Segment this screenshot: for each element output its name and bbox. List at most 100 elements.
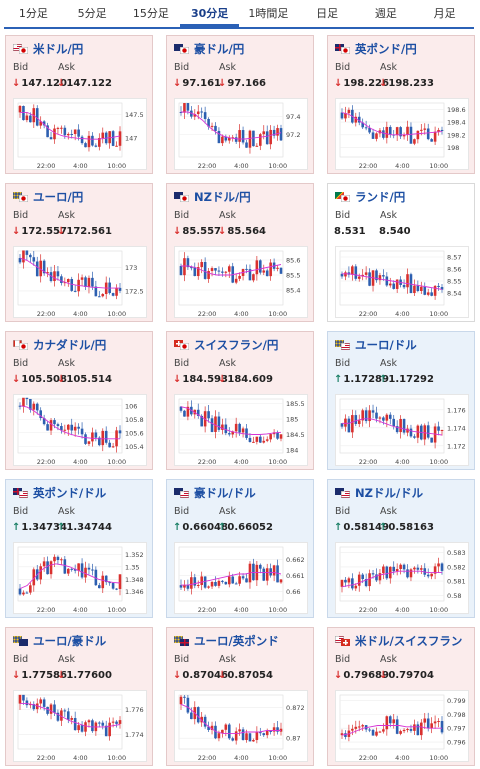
pair-name-link[interactable]: 豪ドル/ドル [194, 486, 256, 500]
tab-6[interactable]: 週足 [374, 7, 397, 20]
candle-body [80, 428, 84, 435]
currency-card[interactable]: カナダドル/円 Bid Ask ↓105.508 ↓105.514 106 105.8 105… [5, 331, 153, 470]
candle-body [214, 268, 217, 271]
down-arrow-icon: ↓ [57, 226, 66, 237]
currency-card[interactable]: スイスフラン/円 Bid Ask ↓184.593 ↓184.609 185.5 185 18… [166, 331, 314, 470]
x-tick-label: 22:00 [198, 458, 217, 466]
candle-body [25, 592, 29, 594]
chart-container[interactable]: 0.662 0.661 0.66 22:00 4:00 10:00 [174, 542, 308, 614]
chart-container[interactable]: 106 105.8 105.6 105.4 22:00 4:00 10:00 [13, 394, 147, 466]
currency-flags [13, 192, 28, 202]
pair-name-link[interactable]: NZドル/円 [194, 190, 251, 204]
chart-container[interactable]: 198.6 198.4 198.2 198 22:00 4:00 10:00 [335, 98, 469, 170]
chart-container[interactable]: 147.5 147 22:00 4:00 10:00 [13, 98, 147, 170]
candle-body [227, 433, 231, 435]
candle-body [186, 585, 190, 589]
y-tick-label: 198.6 [447, 106, 466, 114]
chart-container[interactable]: 97.4 97.2 22:00 4:00 10:00 [174, 98, 308, 170]
up-arrow-icon: ↑ [218, 522, 227, 533]
currency-card[interactable]: 米ドル/スイスフラン Bid Ask ↓0.79689 ↓0.79704 0.799 0.7… [327, 627, 475, 766]
pair-name-link[interactable]: 英ポンド/ドル [33, 486, 107, 500]
candle-body [426, 425, 430, 438]
chart-container[interactable]: 185.5 185 184.5 184 22:00 4:00 10:00 [174, 394, 308, 466]
candle-body [101, 132, 105, 139]
chart-container[interactable]: 85.6 85.5 85.4 22:00 4:00 10:00 [174, 246, 308, 318]
candle-body [217, 270, 221, 272]
candle-body [368, 573, 371, 587]
currency-card[interactable]: 英ポンド/ドル Bid Ask ↑1.34734 ↑1.34744 1.352 1.35 1.… [5, 479, 153, 618]
candle-body [368, 127, 371, 133]
ask-value: ↓184.609 [218, 374, 273, 385]
pair-name-link[interactable]: 米ドル/円 [33, 42, 84, 56]
candle-body [46, 125, 49, 138]
pair-name-link[interactable]: ユーロ/ドル [355, 338, 417, 352]
candle-body [108, 582, 111, 584]
currency-card[interactable]: NZドル/ドル Bid Ask ↑0.58149 ↑0.58163 0.583 0.582 0… [327, 479, 475, 618]
y-tick-label: 172.5 [125, 287, 144, 295]
up-arrow-icon: ↑ [379, 374, 388, 385]
candle-body [56, 424, 60, 427]
pair-name-link[interactable]: ユーロ/豪ドル [33, 634, 107, 648]
currency-card[interactable]: 豪ドル/ドル Bid Ask ↑0.66048 ↑0.66052 0.662 0.661 0.… [166, 479, 314, 618]
tab-4[interactable]: 1時間足 [248, 7, 289, 20]
moving-average-line [342, 418, 443, 436]
chart-container[interactable]: 173 172.5 22:00 4:00 10:00 [13, 246, 147, 318]
chart-container[interactable]: 1.776 1.774 22:00 4:00 10:00 [13, 690, 147, 762]
pair-name-link[interactable]: スイスフラン/円 [194, 338, 279, 352]
pair-name-link[interactable]: ランド/円 [355, 190, 406, 204]
candle-body [241, 130, 245, 143]
candle-body [104, 725, 108, 737]
pair-name-link[interactable]: 豪ドル/円 [194, 42, 245, 56]
currency-card[interactable]: ユーロ/ドル Bid Ask ↑1.17289 ↑1.17292 1.176 1.174 1.… [327, 331, 475, 470]
candle-body [388, 283, 392, 286]
ask-value: ↓0.79704 [379, 670, 434, 681]
pair-name-link[interactable]: 米ドル/スイスフラン [355, 634, 463, 648]
candle-body [437, 285, 440, 288]
tab-2[interactable]: 15分足 [132, 7, 169, 20]
candle-body [39, 121, 42, 126]
currency-card[interactable]: ユーロ/豪ドル Bid Ask ↓1.77586 ↓1.77600 1.776 1.774 2… [5, 627, 153, 766]
candle-body [234, 731, 238, 741]
down-arrow-icon: ↓ [57, 78, 66, 89]
candle-body [63, 127, 67, 136]
ask-value: ↓1.77600 [57, 670, 112, 681]
currency-card[interactable]: 豪ドル/円 Bid Ask ↓97.161 ↓97.166 97.4 97.2 22:00 4:… [166, 35, 314, 174]
candle-body [371, 573, 375, 575]
candle-body [111, 582, 115, 589]
candle-body [210, 125, 214, 127]
chart-container[interactable]: 8.57 8.56 8.55 8.54 22:00 4:00 10:00 [335, 246, 469, 318]
candle-body [430, 139, 433, 142]
y-tick-label: 8.54 [447, 290, 461, 298]
currency-card[interactable]: NZドル/円 Bid Ask ↓85.557 ↓85.564 85.6 85.5 85.4 22… [166, 183, 314, 322]
tab-1[interactable]: 5分足 [77, 7, 107, 20]
tab-7[interactable]: 月足 [433, 7, 456, 20]
currency-card[interactable]: ユーロ/円 Bid Ask ↓172.557 ↓172.561 173 172.5 22:00… [5, 183, 153, 322]
pair-name-link[interactable]: NZドル/ドル [355, 486, 424, 500]
currency-card[interactable]: ユーロ/英ポンド Bid Ask ↓0.87046 ↓0.87054 0.872 0.87 2… [166, 627, 314, 766]
candle-body [382, 417, 385, 421]
currency-card[interactable]: 米ドル/円 Bid Ask ↓147.120 ↓147.122 147.5 147 22:00… [5, 35, 153, 174]
moving-average-line [342, 273, 443, 290]
tab-5[interactable]: 日足 [316, 7, 339, 20]
chart-container[interactable]: 1.176 1.174 1.172 22:00 4:00 10:00 [335, 394, 469, 466]
tab-3[interactable]: 30分足 [180, 0, 239, 27]
y-tick-label: 0.662 [286, 556, 305, 564]
chart-container[interactable]: 0.872 0.87 22:00 4:00 10:00 [174, 690, 308, 762]
chart-container[interactable]: 0.583 0.582 0.581 0.58 22:00 4:00 10:00 [335, 542, 469, 614]
bid-value: ↑1.34734 [12, 522, 67, 533]
chart-container[interactable]: 1.352 1.35 1.348 1.346 22:00 4:00 10:00 [13, 542, 147, 614]
currency-card[interactable]: 英ポンド/円 Bid Ask ↓198.226 ↓198.233 198.6 198.4 19… [327, 35, 475, 174]
chart-container[interactable]: 0.799 0.798 0.797 0.796 22:00 4:00 10:00 [335, 690, 469, 762]
pair-name-link[interactable]: 英ポンド/円 [355, 42, 417, 56]
pair-name-link[interactable]: ユーロ/英ポンド [194, 634, 279, 648]
currency-flags [174, 192, 189, 202]
pair-name-link[interactable]: ユーロ/円 [33, 190, 84, 204]
tab-0[interactable]: 1分足 [18, 7, 48, 20]
currency-flags [13, 44, 28, 54]
currency-card[interactable]: ランド/円 Bid Ask 8.531 8.540 8.57 8.56 8.55 8.54 22:… [327, 183, 475, 322]
y-tick-label: 185.5 [286, 400, 305, 408]
candle-body [200, 415, 203, 427]
y-tick-label: 0.87 [286, 735, 300, 743]
currency-flags [174, 340, 189, 350]
pair-name-link[interactable]: カナダドル/円 [33, 338, 107, 352]
